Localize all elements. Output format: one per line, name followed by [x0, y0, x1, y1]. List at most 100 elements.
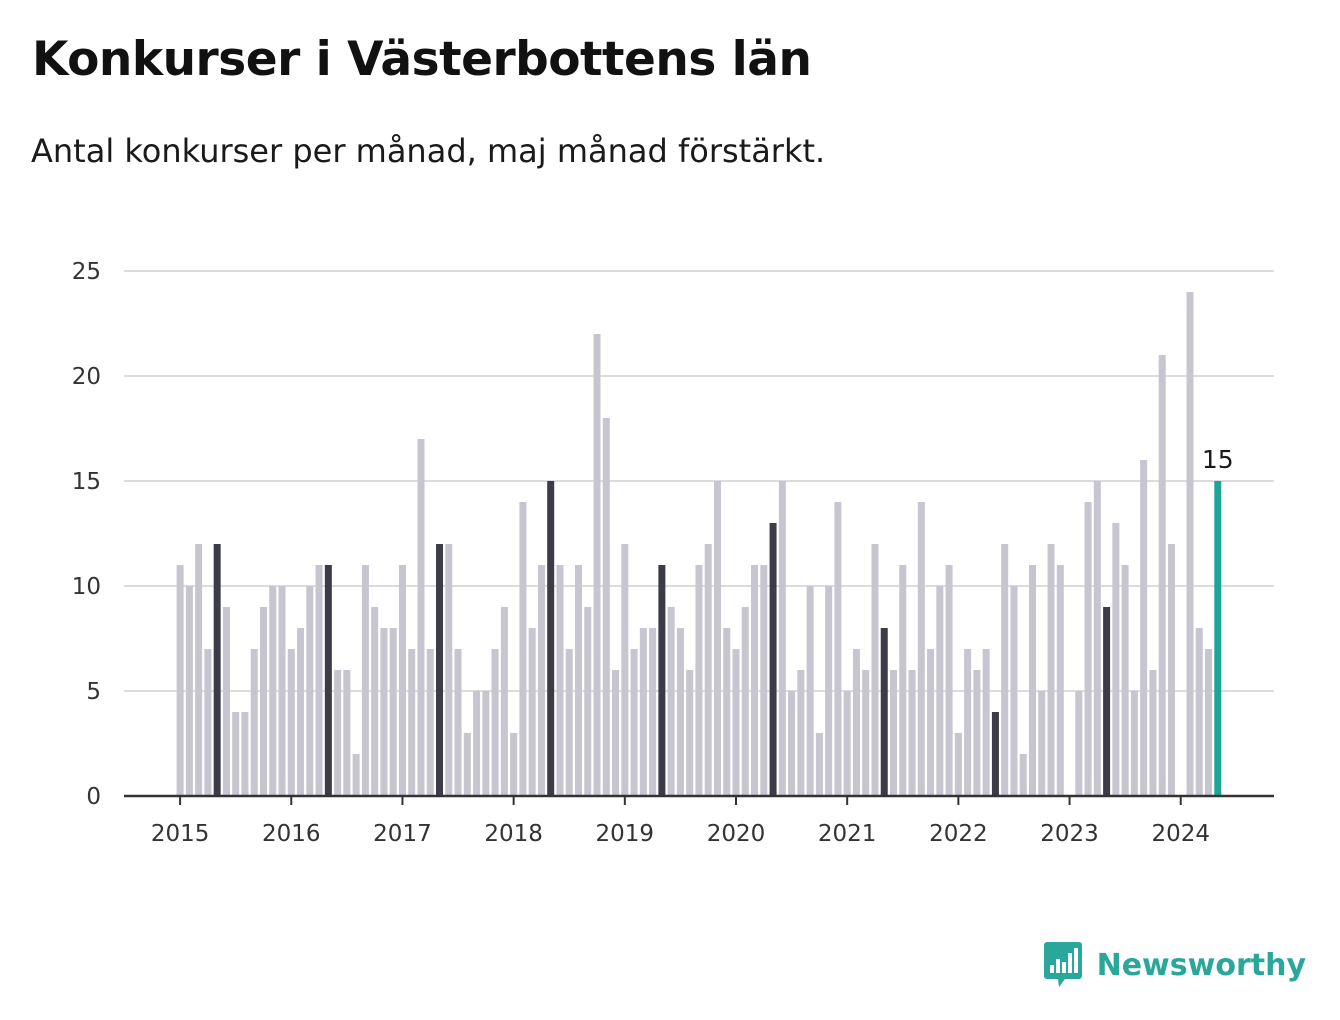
y-tick-label: 20 [72, 364, 101, 390]
x-axis: 2015 2016 2017 2018 2019 2020 2021 2022 2023 2024 [124, 794, 1274, 847]
bar [871, 544, 879, 796]
x-tick-label: 2024 [1151, 821, 1210, 847]
bar [176, 565, 184, 796]
bar [612, 670, 620, 796]
bar [380, 628, 388, 796]
bar [454, 649, 462, 796]
bar [1112, 523, 1120, 796]
bar [463, 733, 471, 796]
bar [1167, 544, 1175, 796]
bar [760, 565, 768, 796]
bar [213, 544, 221, 796]
bar [834, 502, 842, 796]
bar [982, 649, 990, 796]
bar [908, 670, 916, 796]
bar [778, 481, 786, 796]
latest-value-label: 15 [1202, 445, 1234, 474]
bar [259, 607, 267, 796]
bar [222, 607, 230, 796]
bar [751, 565, 759, 796]
y-axis-ticks: 0 5 10 15 20 25 [72, 259, 101, 810]
bar [315, 565, 323, 796]
bar [287, 649, 295, 796]
bar [1028, 565, 1036, 796]
x-tick-label: 2023 [1040, 821, 1099, 847]
bar-chart-speech-bubble-icon [1043, 942, 1082, 987]
bar [862, 670, 870, 796]
bar [436, 544, 444, 796]
bar [954, 733, 962, 796]
bar [241, 712, 249, 796]
bar [1038, 691, 1046, 796]
brand-name: Newsworthy [1096, 947, 1306, 983]
bar [713, 481, 721, 796]
bar [398, 565, 406, 796]
bar [806, 586, 814, 796]
bar [732, 649, 740, 796]
bar [584, 607, 592, 796]
bar [1186, 292, 1194, 796]
bar [371, 607, 379, 796]
x-tick-label: 2016 [262, 821, 321, 847]
bar [1093, 481, 1101, 796]
bar [936, 586, 944, 796]
bar [361, 565, 369, 796]
y-tick-label: 5 [86, 679, 101, 705]
bar [510, 733, 518, 796]
bar [704, 544, 712, 796]
y-tick-label: 15 [72, 469, 101, 495]
bar [927, 649, 935, 796]
bar [1121, 565, 1129, 796]
bar [491, 649, 499, 796]
bar [1158, 355, 1166, 796]
bar [537, 565, 545, 796]
bar [195, 544, 203, 796]
bar [1047, 544, 1055, 796]
bar [575, 565, 582, 796]
x-tick-label: 2022 [929, 821, 988, 847]
bar [852, 649, 860, 796]
bar [1010, 586, 1018, 796]
bar [686, 670, 694, 796]
chart-subtitle: Antal konkurser per månad, maj månad för… [31, 132, 826, 170]
bar [343, 670, 351, 796]
x-tick-label: 2018 [484, 821, 543, 847]
bar [278, 586, 286, 796]
x-tick-label: 2019 [596, 821, 655, 847]
x-tick-label: 2021 [818, 821, 877, 847]
bar [843, 691, 851, 796]
bar [973, 670, 981, 796]
bar [297, 628, 305, 796]
bar [1149, 670, 1157, 796]
bar [639, 628, 647, 796]
bar [473, 691, 481, 796]
y-tick-label: 0 [86, 784, 101, 810]
bar [899, 565, 907, 796]
bar [306, 586, 314, 796]
bar [417, 439, 425, 796]
bar [426, 649, 434, 796]
bar [1140, 460, 1148, 796]
bar [528, 628, 536, 796]
bar [1056, 565, 1064, 796]
bar [945, 565, 953, 796]
bar [797, 670, 805, 796]
bar [324, 565, 332, 796]
bar [788, 691, 796, 796]
bar [695, 565, 703, 796]
bar [519, 502, 527, 796]
value-labels: 15 [1202, 445, 1234, 474]
bar [593, 334, 601, 796]
bar [667, 607, 675, 796]
bar [880, 628, 888, 796]
y-tick-label: 25 [72, 259, 101, 285]
x-tick-label: 2017 [373, 821, 432, 847]
bar [1195, 628, 1203, 796]
bar [1205, 649, 1213, 796]
bar [917, 502, 925, 796]
bar [408, 649, 416, 796]
y-tick-label: 10 [72, 574, 101, 600]
x-tick-label: 2015 [151, 821, 210, 847]
bar [565, 649, 573, 796]
